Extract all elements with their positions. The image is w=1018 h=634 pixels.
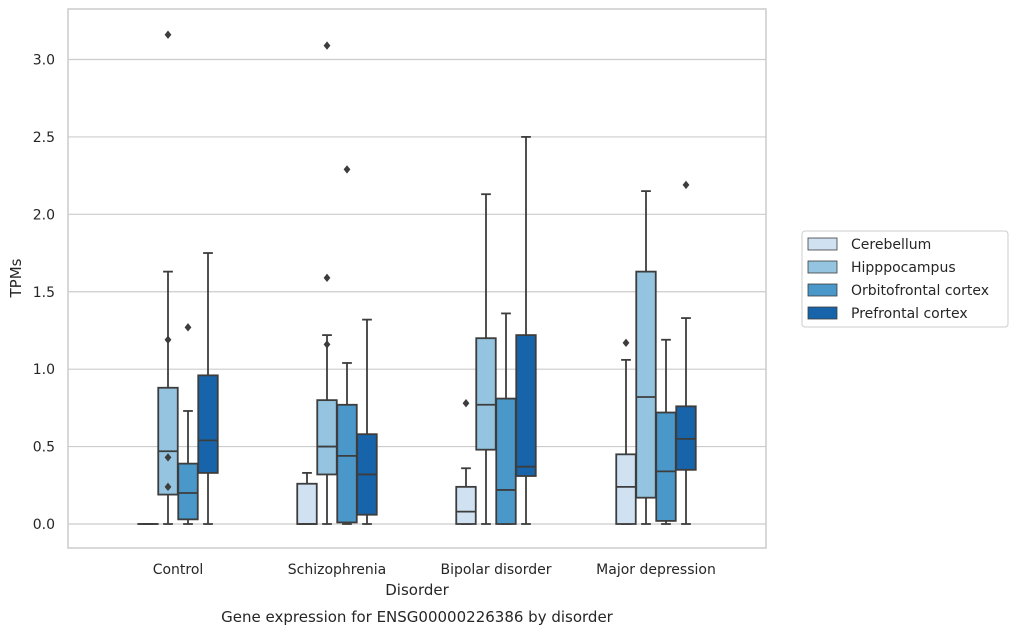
legend-label-0: Cerebellum [851,237,931,253]
iqr-box [495,397,517,525]
chart-caption: Gene expression for ENSG00000226386 by d… [221,608,614,626]
legend-label-2: Orbitofrontal cortex [851,283,989,299]
box-1-1 [316,41,338,525]
box-1-3 [635,190,657,525]
box-0-1 [296,472,318,525]
plot-frame [67,8,767,549]
x-tick-label-3: Major depression [596,562,716,578]
outlier-point-1 [164,335,172,344]
legend-label-3: Prefrontal cortex [851,306,968,322]
boxes [137,30,697,525]
y-tick-label-4: 2.0 [33,207,55,223]
iqr-box [615,453,637,525]
x-tick-label-0: Control [153,562,204,578]
legend-swatch-2 [807,283,838,297]
outlier-point-0 [622,338,630,348]
y-tick-label-6: 3.0 [33,53,55,69]
box-1-2 [475,193,497,525]
outlier-point-3 [164,482,172,492]
box-2-3 [655,338,677,525]
outlier-point-0 [343,165,351,174]
box-0-3 [615,338,637,525]
outlier-point-0 [184,323,192,332]
y-tick-label-0: 0.0 [33,517,55,533]
outlier-point-0 [682,180,690,190]
outlier-point-2 [323,340,331,349]
outlier-point-2 [164,453,172,462]
outlier-point-1 [323,273,331,283]
box-0-2 [455,399,477,525]
iqr-box [655,411,677,522]
box-3-0 [197,252,219,525]
iqr-box [515,334,537,477]
outlier-point-0 [462,399,470,408]
outlier-point-0 [164,30,172,39]
iqr-box [336,403,358,524]
x-tick-label-1: Schizophrenia [288,562,386,578]
box-3-2 [515,136,537,525]
outlier-point-0 [323,41,331,50]
y-axis-label: TPMs [7,258,25,298]
iqr-box [197,374,219,474]
box-2-0 [177,323,199,525]
legend-label-1: Hipppocampus [851,260,956,276]
iqr-box [635,270,657,499]
legend-swatch-1 [807,260,838,274]
iqr-box [177,462,199,521]
legend-swatch-3 [807,306,838,320]
x-tick-label-2: Bipolar disorder [440,562,551,578]
x-axis-label: Disorder [385,581,449,599]
legend-frame [801,230,1009,328]
y-tick-label-1: 0.5 [33,440,55,456]
box-2-1 [336,165,358,525]
box-1-0 [157,30,179,525]
gridlines [68,58,766,525]
y-tick-label-3: 1.5 [33,285,55,301]
legend: Cerebellum Hipppocampus Orbitofrontal cort… [801,230,1009,328]
iqr-box [157,386,179,496]
iqr-box [475,337,497,451]
box-3-3 [675,180,697,525]
box-3-1 [356,318,378,525]
iqr-box [455,485,477,525]
x-tick-labels: Control Schizophrenia Bipolar disorder Majo… [153,562,716,578]
iqr-box [296,482,318,525]
y-tick-label-5: 2.5 [33,130,55,146]
y-tick-label-2: 1.0 [33,362,55,378]
box-2-2 [495,312,517,525]
y-tick-labels: 0.0 0.5 1.0 1.5 2.0 2.5 3.0 [33,53,55,534]
legend-swatch-0 [807,237,838,251]
iqr-box [316,399,338,476]
